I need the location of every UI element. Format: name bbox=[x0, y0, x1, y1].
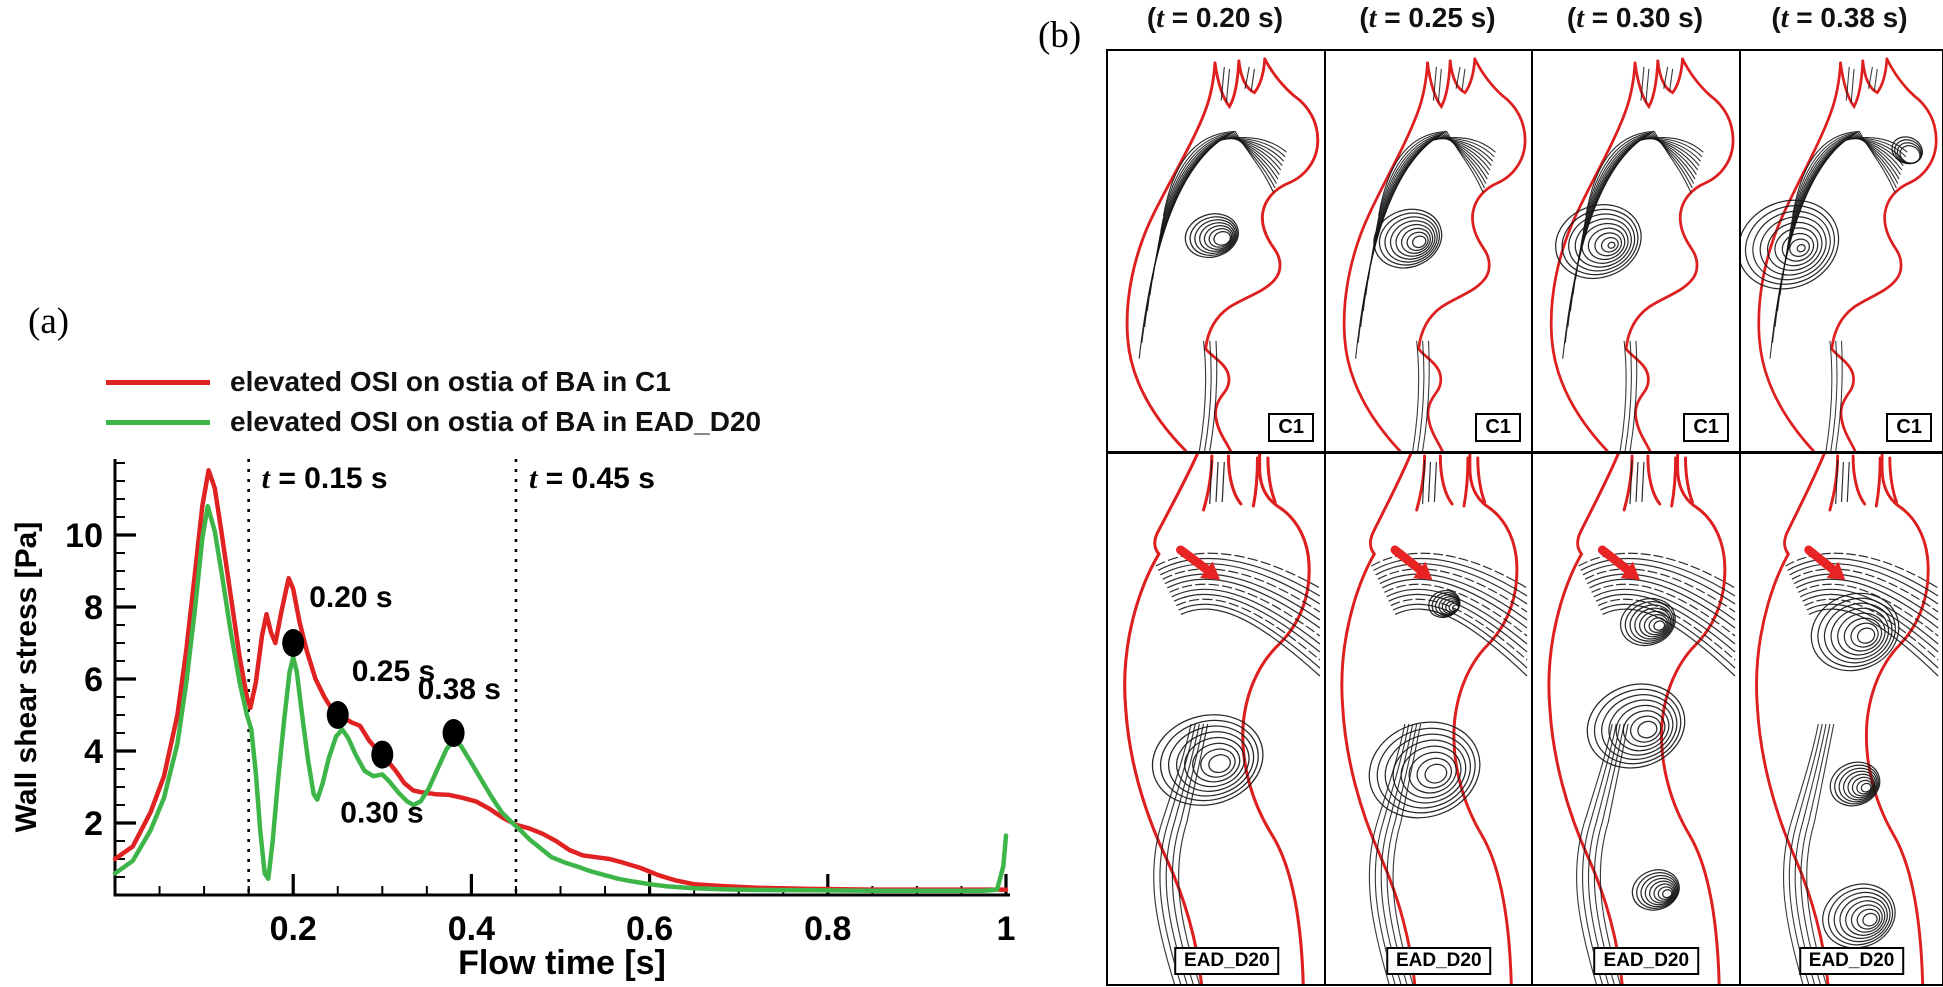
panel-a-label: (a) bbox=[28, 301, 70, 342]
panel-label-EAD_D20: EAD_D20 bbox=[1593, 947, 1700, 975]
flow-panel-EAD_D20-t0.38: EAD_D20 bbox=[1741, 454, 1942, 984]
panel-label-C1: C1 bbox=[1268, 413, 1314, 442]
y-tick-label: 6 bbox=[84, 661, 103, 699]
panel-label-EAD_D20: EAD_D20 bbox=[1385, 947, 1492, 975]
time-marker-label: 0.38 s bbox=[418, 673, 501, 706]
x-tick-label: 1 bbox=[997, 910, 1016, 948]
panel-label-C1: C1 bbox=[1475, 413, 1521, 442]
series-line-1 bbox=[112, 503, 1009, 893]
x-tick-label: 0.4 bbox=[448, 910, 495, 948]
red-arrow-icon bbox=[1804, 545, 1846, 580]
chart-axes bbox=[113, 459, 1010, 897]
legend-item-ead-d20: elevated OSI on ostia of BA in EAD_D20 bbox=[106, 406, 761, 438]
legend-label-ead-d20: elevated OSI on ostia of BA in EAD_D20 bbox=[230, 406, 762, 437]
y-tick-label: 8 bbox=[84, 589, 103, 627]
column-header-t0.25: (t = 0.25 s) bbox=[1359, 2, 1496, 34]
streamline-art bbox=[1125, 57, 1320, 451]
flow-panel-EAD_D20-t0.20: EAD_D20 bbox=[1108, 454, 1326, 984]
streamline-art bbox=[1123, 454, 1321, 984]
streamline-art bbox=[1547, 454, 1736, 984]
series-line-0 bbox=[112, 467, 1009, 892]
panel-a-chart-region: t = 0.15 s t = 0.45 s 2 4 6 8 10 0.2 0.4 0.6 0.8 1 0… bbox=[10, 301, 1016, 982]
x-tick-label: 0.8 bbox=[804, 910, 851, 948]
ead-d20-line-swatch-icon bbox=[106, 419, 210, 425]
x-tick-label: 0.2 bbox=[270, 910, 317, 948]
time-marker-dot bbox=[282, 629, 305, 657]
flow-panel-C1-t0.20: C1 bbox=[1108, 51, 1326, 454]
flow-panel-EAD_D20-t0.25: EAD_D20 bbox=[1326, 454, 1533, 984]
red-arrow-icon bbox=[1390, 545, 1433, 580]
wall-shear-stress-chart: t = 0.15 s t = 0.45 s 2 4 6 8 10 0.2 0.4 0.6 0.8 1 0… bbox=[10, 459, 1016, 982]
time-marker-label: 0.25 s bbox=[352, 655, 435, 688]
column-header-t0.30: (t = 0.30 s) bbox=[1566, 2, 1704, 34]
red-arrow-icon bbox=[1176, 545, 1221, 580]
streamline-art bbox=[1549, 57, 1735, 451]
vline-label: t = 0.45 s bbox=[529, 462, 655, 495]
panel-b-label: (b) bbox=[1038, 15, 1082, 56]
red-arrow-icon bbox=[1597, 545, 1640, 580]
time-marker-dot bbox=[371, 740, 394, 769]
time-marker-dot bbox=[326, 701, 349, 729]
flow-panel-EAD_D20-t0.30: EAD_D20 bbox=[1533, 454, 1741, 984]
panel-label-EAD_D20: EAD_D20 bbox=[1174, 947, 1280, 975]
panel-label-C1: C1 bbox=[1886, 413, 1932, 442]
y-axis-title: Wall shear stress [Pa] bbox=[10, 522, 43, 833]
streamline-art bbox=[1340, 454, 1528, 984]
panel-label-EAD_D20: EAD_D20 bbox=[1798, 947, 1905, 975]
y-tick-label: 10 bbox=[65, 517, 103, 555]
x-axis-title: Flow time [s] bbox=[458, 944, 666, 982]
panel-label-C1: C1 bbox=[1683, 413, 1729, 442]
flow-panel-C1-t0.38: C1 bbox=[1741, 51, 1942, 454]
streamline-art bbox=[1741, 57, 1938, 451]
flow-panel-C1-t0.25: C1 bbox=[1326, 51, 1533, 454]
legend-item-c1: elevated OSI on ostia of BA in C1 bbox=[106, 366, 761, 398]
streamline-grid: C1 C1 C1 C1 EAD_D20 EAD_D20 EAD_D20 EAD_D20 bbox=[1106, 49, 1943, 986]
flow-panel-C1-t0.30: C1 bbox=[1533, 51, 1741, 454]
time-marker-label: 0.20 s bbox=[309, 581, 392, 614]
chart-legend: elevated OSI on ostia of BA in C1 elevat… bbox=[106, 366, 761, 438]
column-header-t0.20: (t = 0.20 s) bbox=[1146, 2, 1284, 34]
c1-line-swatch-icon bbox=[106, 379, 210, 385]
streamline-art bbox=[1755, 454, 1939, 984]
vline-label: t = 0.15 s bbox=[262, 462, 388, 495]
time-marker-dot bbox=[442, 719, 465, 747]
time-marker-label: 0.30 s bbox=[340, 797, 423, 830]
streamline-art bbox=[1342, 57, 1527, 451]
legend-label-c1: elevated OSI on ostia of BA in C1 bbox=[230, 366, 671, 397]
y-tick-label: 4 bbox=[84, 733, 103, 771]
x-tick-label: 0.6 bbox=[626, 910, 673, 948]
column-header-t0.38: (t = 0.38 s) bbox=[1771, 2, 1908, 34]
y-tick-label: 2 bbox=[84, 805, 103, 843]
